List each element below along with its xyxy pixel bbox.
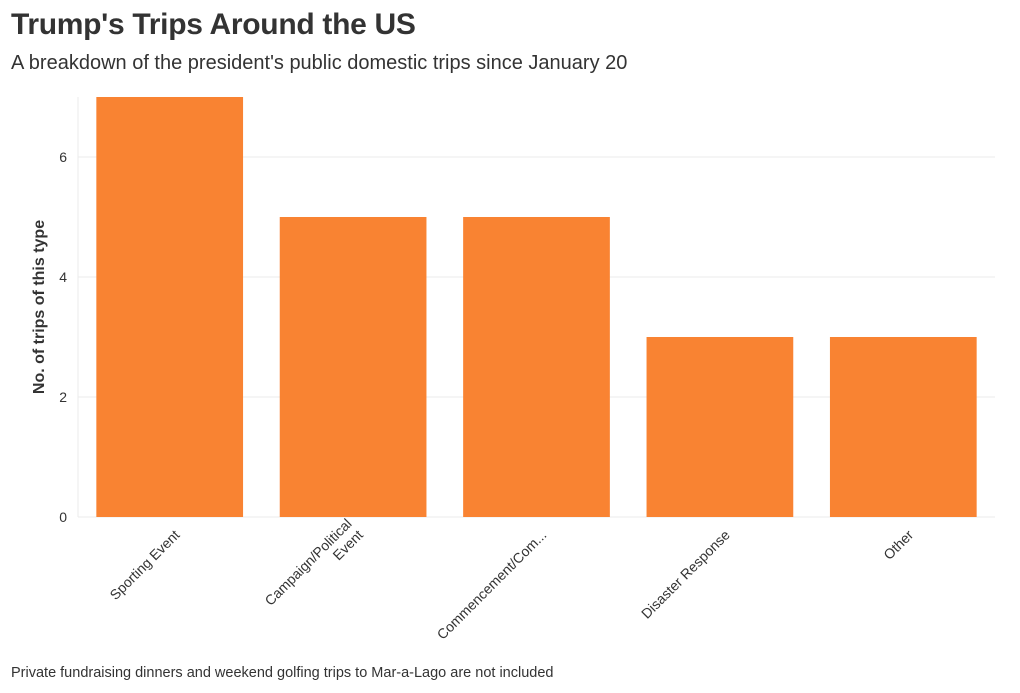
bar-chart: 0 2 4 6 Sporting Event Campaign/PoliticalEve… <box>31 97 995 642</box>
y-axis-label: No. of trips of this type <box>31 220 48 394</box>
y-axis-ticks: 0 2 4 6 <box>59 149 67 525</box>
bar <box>279 217 427 517</box>
x-tick-label: Disaster Response <box>638 526 733 621</box>
y-tick-label: 0 <box>59 509 67 525</box>
y-tick-label: 6 <box>59 149 67 165</box>
chart-title: Trump's Trips Around the US <box>11 8 416 41</box>
bar <box>96 97 244 517</box>
bar <box>829 337 977 517</box>
y-tick-label: 2 <box>59 389 67 405</box>
y-tick-label: 4 <box>59 269 67 285</box>
x-tick-label: Commencement/Com... <box>434 527 550 643</box>
chart-subtitle: A breakdown of the president's public do… <box>11 52 628 74</box>
bar <box>646 337 794 517</box>
x-axis-ticks: Sporting Event Campaign/PoliticalEvent Com… <box>106 515 916 642</box>
bars <box>96 97 977 517</box>
x-tick-label: Other <box>880 526 916 562</box>
x-tick-label: Sporting Event <box>106 527 182 603</box>
bar <box>463 217 610 517</box>
footnote: Private fundraising dinners and weekend … <box>11 665 554 681</box>
x-tick-label: Campaign/PoliticalEvent <box>261 515 366 620</box>
